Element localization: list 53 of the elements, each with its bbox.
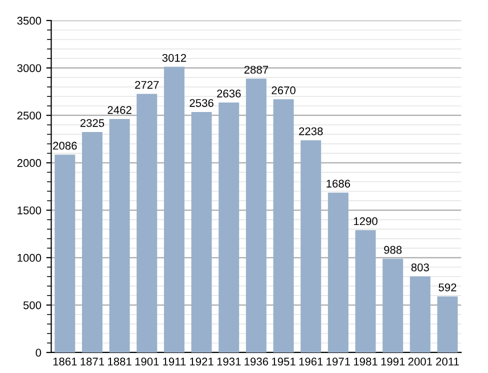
data-label: 1290 bbox=[354, 217, 378, 226]
bar bbox=[437, 296, 458, 352]
y-tick-label: 2500 bbox=[17, 112, 42, 120]
data-label: 803 bbox=[411, 263, 429, 272]
data-label: 2462 bbox=[108, 106, 132, 114]
data-label: 988 bbox=[384, 246, 402, 254]
y-tick-label: 1000 bbox=[18, 254, 42, 262]
x-tick-label: 1951 bbox=[272, 358, 296, 366]
bar bbox=[410, 276, 430, 352]
bar bbox=[109, 118, 130, 352]
x-tick-label: 1901 bbox=[135, 358, 159, 366]
y-tick-label: 2000 bbox=[17, 159, 42, 167]
x-tick-label: 1936 bbox=[244, 358, 268, 366]
data-label: 2887 bbox=[244, 66, 268, 74]
bar bbox=[136, 94, 158, 352]
data-label: 2670 bbox=[272, 86, 296, 94]
x-tick-label: 1961 bbox=[299, 358, 323, 366]
data-label: 3012 bbox=[162, 54, 186, 62]
data-label: 2536 bbox=[190, 99, 214, 107]
x-tick-label: 1971 bbox=[326, 358, 350, 366]
bar bbox=[164, 66, 184, 352]
x-tick-label: 1871 bbox=[80, 358, 104, 366]
x-tick-label: 1911 bbox=[163, 358, 186, 366]
bar bbox=[273, 99, 294, 352]
data-label: 2325 bbox=[80, 119, 104, 127]
x-tick-label: 1861 bbox=[53, 358, 77, 366]
y-tick-label: 3000 bbox=[17, 64, 42, 72]
bar bbox=[246, 78, 266, 352]
bar bbox=[382, 258, 404, 352]
y-tick-label: 0 bbox=[36, 348, 42, 357]
data-label: 1686 bbox=[326, 180, 350, 188]
bar bbox=[82, 132, 102, 352]
bar bbox=[54, 154, 76, 352]
x-tick-label: 1921 bbox=[190, 358, 214, 366]
x-tick-label: 2011 bbox=[436, 358, 459, 366]
y-tick-label: 500 bbox=[23, 301, 42, 310]
bar bbox=[218, 102, 240, 352]
data-label: 2086 bbox=[53, 142, 77, 150]
data-label: 592 bbox=[438, 283, 456, 292]
x-tick-label: 1881 bbox=[108, 358, 132, 366]
bar bbox=[328, 192, 348, 352]
x-tick-label: 1931 bbox=[217, 358, 241, 366]
bar bbox=[355, 230, 376, 352]
x-tick-label: 1981 bbox=[354, 358, 378, 366]
bar bbox=[300, 140, 322, 352]
y-tick-label: 1500 bbox=[18, 206, 42, 214]
data-label: 2636 bbox=[217, 90, 241, 98]
data-label: 2238 bbox=[299, 127, 323, 136]
bar bbox=[191, 112, 212, 352]
data-label: 2727 bbox=[135, 80, 159, 89]
y-tick-label: 3500 bbox=[17, 16, 42, 25]
x-tick-label: 2001 bbox=[408, 358, 432, 366]
x-tick-label: 1991 bbox=[381, 358, 405, 366]
